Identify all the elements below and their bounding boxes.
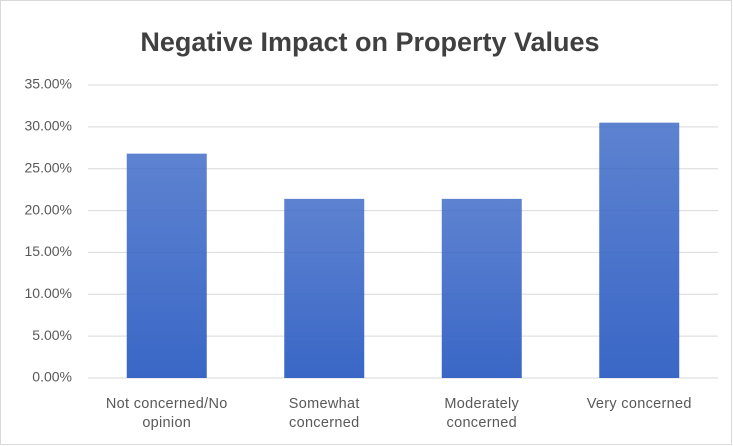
y-tick-label: 10.00% xyxy=(25,285,72,301)
bar xyxy=(284,198,365,378)
y-tick-label: 20.00% xyxy=(25,201,72,217)
x-tick-label: Somewhat concerned xyxy=(288,396,360,431)
x-tick-label: Very concerned xyxy=(586,396,692,412)
bar xyxy=(599,122,680,379)
y-tick-label: 35.00% xyxy=(25,76,72,92)
bar xyxy=(126,153,207,378)
y-tick-label: 0.00% xyxy=(32,369,72,385)
chart-title: Negative Impact on Property Values xyxy=(140,27,599,57)
y-tick-label: 5.00% xyxy=(32,327,72,343)
bar xyxy=(441,198,522,378)
y-tick-label: 25.00% xyxy=(25,159,72,175)
y-tick-label: 30.00% xyxy=(25,118,72,134)
y-tick-label: 15.00% xyxy=(25,243,72,259)
x-tick-label: Not concerned/No opinion xyxy=(105,396,228,431)
x-tick-label: Moderately concerned xyxy=(444,396,520,431)
